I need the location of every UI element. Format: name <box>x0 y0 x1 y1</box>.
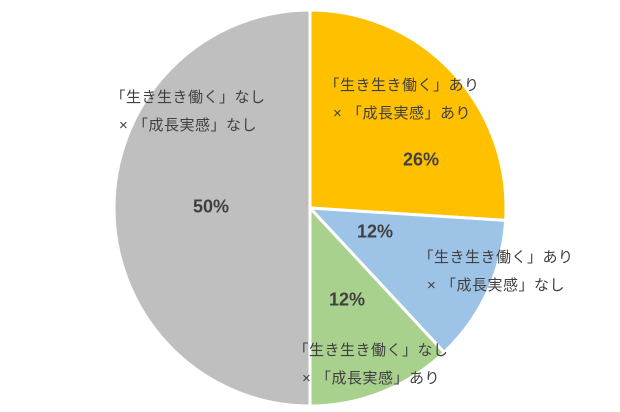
slice-pct-gray: 50% <box>192 196 230 217</box>
slice-label-yellow: 「生き生き働く」あり × 「成長実感」あり <box>324 72 479 128</box>
slice-label-green: 「生き生き働く」なし × 「成長実感」あり <box>293 337 448 393</box>
pie-slice-1 <box>308 206 508 354</box>
slice-label-line1: 「生き生き働く」あり <box>418 249 574 266</box>
slice-pct-blue: 12% <box>356 221 394 242</box>
slice-label-line2: × 「成長実感」なし <box>427 277 565 294</box>
pie-slice-0 <box>308 8 508 222</box>
slice-label-line1: 「生き生き働く」なし <box>293 342 449 359</box>
slice-label-line2: × 「成長実感」あり <box>333 105 471 122</box>
slice-label-gray: 「生き生き働く」なし × 「成長実感」なし <box>110 84 265 140</box>
pie-slice-3 <box>112 8 312 408</box>
slice-label-line1: 「生き生き働く」あり <box>324 77 480 94</box>
slice-label-line2: × 「成長実感」なし <box>119 117 257 134</box>
slice-label-line2: × 「成長実感」あり <box>302 370 440 387</box>
pie-slice-2 <box>308 206 446 408</box>
slice-pct-green: 12% <box>328 289 366 310</box>
slice-label-line1: 「生き生き働く」なし <box>110 89 266 106</box>
slice-pct-yellow: 26% <box>402 149 440 170</box>
slice-label-blue: 「生き生き働く」あり × 「成長実感」なし <box>418 244 573 300</box>
